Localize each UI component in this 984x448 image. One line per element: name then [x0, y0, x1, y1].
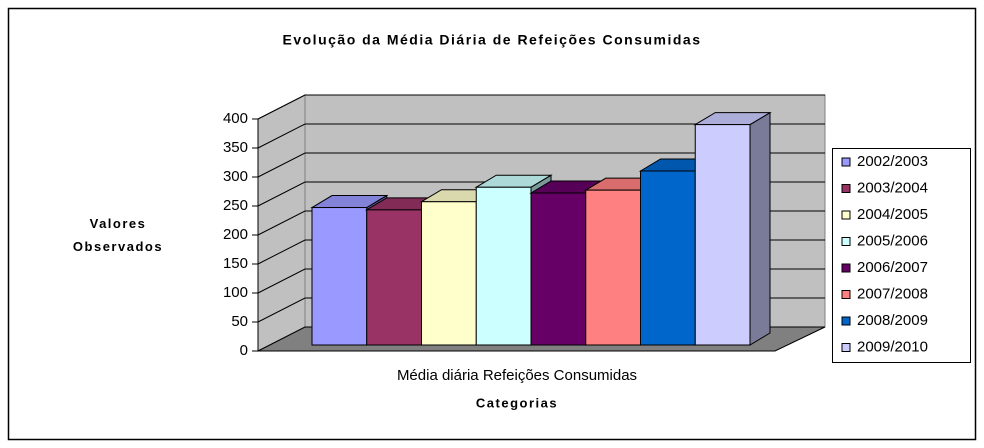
y-tick-label: 150 — [223, 255, 248, 272]
y-tick-label: 200 — [223, 226, 248, 243]
legend-swatch — [841, 157, 851, 167]
bar — [694, 124, 751, 346]
y-tick-label: 300 — [223, 168, 248, 185]
bar — [366, 209, 422, 346]
x-tick-label: Média diária Refeições Consumidas — [397, 367, 637, 384]
bar-side — [749, 111, 771, 346]
x-axis-title: Categorias — [476, 395, 558, 410]
legend-label: 2008/2009 — [857, 312, 928, 329]
legend-swatch — [841, 237, 851, 246]
bar — [421, 201, 477, 346]
legend-label: 2004/2005 — [857, 206, 928, 223]
y-tick-label: 350 — [223, 139, 248, 156]
bar — [475, 186, 532, 346]
legend-swatch — [841, 184, 851, 193]
y-tick-label: 250 — [223, 197, 248, 214]
y-axis-title: Valores Observados — [72, 216, 164, 254]
y-tick-label: 0 — [240, 342, 248, 359]
grid-line — [257, 94, 825, 120]
legend-swatch — [841, 343, 851, 352]
bar — [311, 207, 368, 346]
legend-swatch — [841, 316, 851, 326]
y-tick-label: 50 — [231, 313, 248, 330]
grid-line — [257, 152, 825, 178]
chart-title: Evolução da Média Diária de Refeições Co… — [283, 32, 702, 48]
legend-label: 2003/2004 — [857, 179, 928, 196]
bar — [640, 170, 696, 346]
grid-line — [257, 123, 825, 149]
legend-label: 2006/2007 — [857, 259, 928, 276]
legend-label: 2009/2010 — [857, 338, 928, 355]
legend-swatch — [841, 290, 851, 299]
bar — [585, 189, 641, 346]
legend-swatch — [841, 210, 851, 220]
y-tick-label: 100 — [223, 284, 248, 301]
legend-box — [832, 148, 971, 363]
legend-label: 2007/2008 — [857, 285, 928, 302]
y-tick-label: 400 — [223, 110, 248, 127]
legend-label: 2002/2003 — [857, 153, 928, 170]
bar — [530, 192, 587, 346]
legend-swatch — [841, 263, 851, 273]
legend-label: 2005/2006 — [857, 232, 928, 249]
